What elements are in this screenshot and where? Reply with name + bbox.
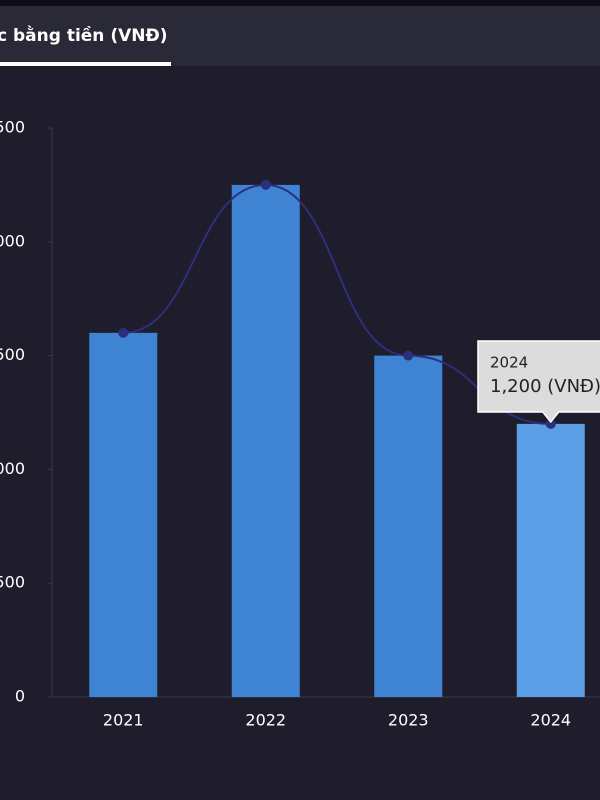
tab-title[interactable]: c bằng tiền (VNĐ) (0, 25, 168, 46)
y-tick-label: 1,000 (0, 459, 25, 478)
tab-bar (0, 6, 600, 66)
trend-point (260, 179, 271, 190)
status-edge (0, 0, 600, 6)
x-tick-label: 2021 (103, 711, 144, 730)
trend-point (403, 350, 414, 361)
bar (231, 184, 300, 697)
x-tick-label: 2024 (530, 711, 571, 730)
y-tick-label: 2,000 (0, 231, 25, 250)
x-tick-label: 2023 (388, 711, 429, 730)
y-tick-label: 1,500 (0, 345, 25, 364)
tab-underline (0, 62, 171, 66)
bar (89, 332, 158, 697)
y-tick-label: 0 (15, 687, 25, 706)
trend-line (123, 183, 551, 425)
tooltip-box (477, 340, 600, 424)
x-tick-label: 2022 (245, 711, 286, 730)
tooltip-title: 2024 (490, 354, 528, 372)
trend-point (118, 327, 129, 338)
y-tick-label: 2,500 (0, 118, 25, 137)
tooltip: 2024 1,200 (VNĐ) (477, 340, 600, 424)
bar (374, 355, 443, 697)
y-tick-label: 500 (0, 573, 25, 592)
trend-point (545, 418, 556, 429)
bar (516, 423, 585, 697)
tooltip-value: 1,200 (VNĐ) (490, 376, 600, 397)
